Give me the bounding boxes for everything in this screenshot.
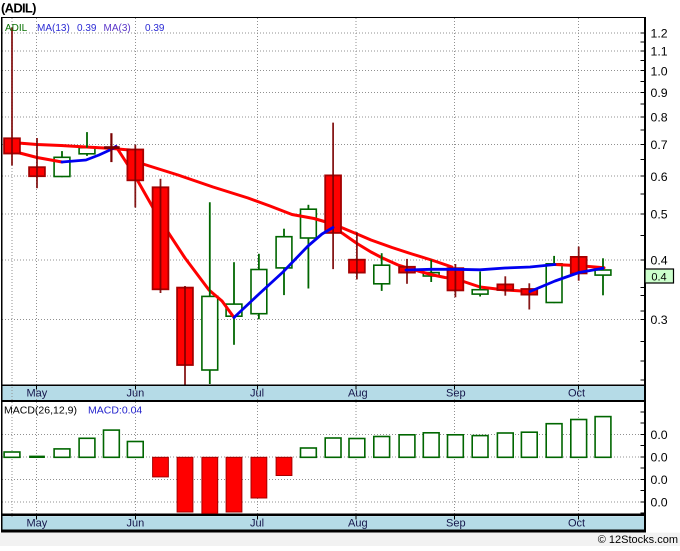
svg-text:0.4: 0.4 [651,272,666,284]
svg-text:0.39: 0.39 [145,23,165,34]
svg-text:1.2: 1.2 [651,27,668,41]
svg-text:Sep: Sep [446,388,466,400]
svg-text:MA(13): MA(13) [37,23,70,34]
svg-text:0.3: 0.3 [651,313,668,327]
svg-text:0.5: 0.5 [651,208,668,222]
svg-text:0.7: 0.7 [651,138,668,152]
svg-text:1.0: 1.0 [651,64,668,78]
svg-text:Aug: Aug [348,388,368,400]
svg-text:Oct: Oct [568,518,585,530]
svg-text:0.0: 0.0 [651,496,668,510]
svg-text:0.6: 0.6 [651,170,668,184]
svg-text:Aug: Aug [348,518,368,530]
svg-text:0.0: 0.0 [651,428,668,442]
svg-text:MACD:0.04: MACD:0.04 [88,405,142,417]
svg-text:May: May [27,518,48,530]
svg-text:Sep: Sep [446,518,466,530]
svg-text:© 12Stocks.com: © 12Stocks.com [598,534,678,546]
svg-text:0.0: 0.0 [651,451,668,465]
svg-text:0.9: 0.9 [651,86,668,100]
svg-text:MA(3): MA(3) [104,23,131,34]
svg-text:0.39: 0.39 [77,23,97,34]
svg-text:Jun: Jun [127,388,145,400]
svg-text:(ADIL): (ADIL) [1,1,36,16]
svg-text:Jun: Jun [127,518,145,530]
svg-text:Jul: Jul [250,518,264,530]
svg-text:1.1: 1.1 [651,45,668,59]
svg-text:0.0: 0.0 [651,473,668,487]
svg-text:Jul: Jul [250,388,264,400]
svg-text:Oct: Oct [568,388,585,400]
svg-text:ADIL: ADIL [5,23,28,34]
svg-text:0.8: 0.8 [651,111,668,125]
svg-text:0.4: 0.4 [651,254,668,268]
svg-text:MACD(26,12,9): MACD(26,12,9) [4,405,77,417]
svg-text:May: May [27,388,48,400]
